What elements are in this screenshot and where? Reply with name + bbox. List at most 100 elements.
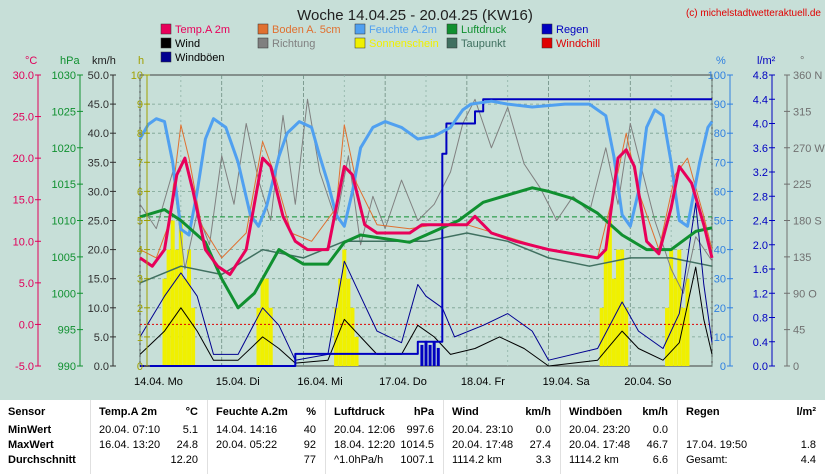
weather-chart: 30.025.020.015.010.05.00.0-5.01030102510… — [13, 7, 825, 388]
axis-tick-label-direction: 180 S — [793, 216, 822, 228]
axis-tick-label-pressure: 1030 — [52, 70, 76, 82]
table-row: 20.04. 17:48 46.7 — [565, 439, 674, 455]
sun-bar — [174, 249, 179, 366]
table-cell: 20.04. 17:48 — [452, 439, 514, 451]
legend-label-taupunkt: Taupunkt — [461, 38, 506, 50]
legend-label-richtung: Richtung — [272, 38, 315, 50]
x-tick-label: 16.04. Mi — [297, 376, 342, 388]
chart-title: Woche 14.04.25 - 20.04.25 (KW16) — [297, 7, 533, 24]
axis-tick-label-rain: 2.4 — [753, 216, 768, 228]
table-cell: 20.04. 23:20 — [569, 424, 631, 436]
sun-bar — [346, 278, 351, 366]
axis-tick-label-pressure: 1000 — [52, 288, 76, 300]
table-cell-value: 77 — [303, 454, 316, 466]
sun-bar — [187, 249, 192, 366]
table-row: 16.04. 13:20 24.8 — [95, 439, 204, 455]
series-line-temp — [139, 148, 714, 276]
axis-tick-label-sun: 5 — [137, 216, 143, 228]
legend-swatch-luftdruck — [446, 23, 458, 35]
table-cell-value: 997.6 — [406, 424, 434, 436]
sun-bar — [603, 249, 608, 366]
axis-tick-label-humidity: 0 — [720, 361, 726, 373]
rain-bar — [428, 344, 432, 366]
table-column-title: Windböen — [569, 406, 623, 418]
axis-tick-label-rain: 0.4 — [753, 337, 768, 349]
x-tick-label: 18.04. Fr — [461, 376, 505, 388]
axis-tick-label-humidity: 40 — [714, 245, 726, 257]
table-cell-value: 0.0 — [535, 424, 551, 436]
table-row: 20.04. 23:20 0.0 — [565, 424, 674, 440]
axis-tick-label-wind: 20.0 — [88, 245, 109, 257]
axis-unit-direction: ° — [800, 55, 804, 67]
table-row: 1114.2 km 3.3 — [448, 454, 557, 470]
x-tick-label: 17.04. Do — [379, 376, 427, 388]
axis-tick-label-pressure: 1020 — [52, 143, 76, 155]
axis-tick-label-sun: 10 — [131, 70, 143, 82]
legend-swatch-feuchte — [354, 23, 366, 35]
table-cell: 14.04. 14:16 — [216, 424, 278, 436]
sun-bar — [162, 278, 167, 366]
axis-tick-label-rain: 3.2 — [753, 167, 768, 179]
sun-bar — [681, 307, 686, 366]
table-column-title: Wind — [452, 406, 479, 418]
rain-bar — [424, 341, 428, 366]
axis-tick-label-direction: 225 — [793, 179, 811, 191]
table-row: 20.04. 05:22 92 — [212, 439, 322, 455]
axis-tick-label-wind: 0.0 — [94, 361, 109, 373]
table-header-row: Regen l/m² — [682, 406, 822, 422]
legend-label-regen: Regen — [556, 24, 588, 36]
x-tick-label: 20.04. So — [624, 376, 671, 388]
sun-bar — [624, 307, 629, 366]
sun-bar — [182, 278, 187, 366]
sun-bar — [599, 307, 604, 366]
axis-tick-label-direction: 0 — [793, 361, 799, 373]
sun-bar — [685, 278, 690, 366]
axis-tick-label-sun: 3 — [137, 274, 143, 286]
table-row: 20.04. 23:10 0.0 — [448, 424, 557, 440]
table-column-unit: km/h — [525, 406, 551, 418]
axis-tick-label-sun: 6 — [137, 186, 143, 198]
x-tick-label: 14.04. Mo — [134, 376, 183, 388]
axis-tick-label-wind: 45.0 — [88, 99, 109, 111]
table-cell: 1114.2 km — [569, 454, 619, 466]
table-cell: ^1.0hPa/h — [334, 454, 384, 466]
table-row: MinWert — [4, 424, 86, 440]
series-line-regen — [140, 98, 712, 367]
table-cell-value: 12.20 — [170, 454, 198, 466]
axis-tick-label-temp: -5.0 — [15, 361, 34, 373]
axis-tick-label-humidity: 100 — [708, 70, 726, 82]
series-line-wind — [139, 266, 713, 367]
axis-tick-label-humidity: 60 — [714, 186, 726, 198]
axis-tick-label-wind: 30.0 — [88, 186, 109, 198]
axis-tick-label-wind: 25.0 — [88, 216, 109, 228]
axis-tick-label-sun: 8 — [137, 128, 143, 140]
table-row: 17.04. 19:50 1.8 — [682, 439, 822, 455]
table-cell-value: 27.4 — [529, 439, 551, 451]
table-cell-value: 92 — [303, 439, 316, 451]
axis-tick-label-sun: 2 — [137, 303, 143, 315]
axis-tick-label-temp: 10.0 — [13, 236, 34, 248]
axis-tick-label-rain: 2.0 — [753, 240, 768, 252]
table-row: Gesamt: 4.4 — [682, 454, 822, 470]
table-header-row: Temp.A 2m °C — [95, 406, 204, 422]
table-cell: 20.04. 12:06 — [334, 424, 396, 436]
table-row: 20.04. 12:06 997.6 — [330, 424, 440, 440]
axis-unit-sun: h — [138, 55, 144, 67]
legend-label-windchill: Windchill — [556, 38, 600, 50]
axis-tick-label-wind: 15.0 — [88, 274, 109, 286]
table-cell: 20.04. 05:22 — [216, 439, 278, 451]
table-column: Feuchte A.2m% 14.04. 14:16 40 20.04. 05:22 9… — [207, 400, 326, 474]
table-cell: 17.04. 19:50 — [686, 439, 748, 451]
table-cell-value: 40 — [303, 424, 316, 436]
table-row: 12.20 — [95, 454, 204, 470]
table-cell-value: 1007.1 — [400, 454, 434, 466]
axis-tick-label-temp: 0.0 — [19, 319, 34, 331]
table-header-row: Feuchte A.2m% — [212, 406, 322, 422]
rain-bar — [420, 344, 424, 366]
legend-swatch-richtung — [257, 37, 269, 49]
axis-tick-label-humidity: 20 — [714, 303, 726, 315]
sun-bar — [616, 249, 621, 366]
axis-tick-label-sun: 0 — [137, 361, 143, 373]
table-row: 14.04. 14:16 40 — [212, 424, 322, 440]
table-row: Durchschnitt — [4, 454, 86, 470]
